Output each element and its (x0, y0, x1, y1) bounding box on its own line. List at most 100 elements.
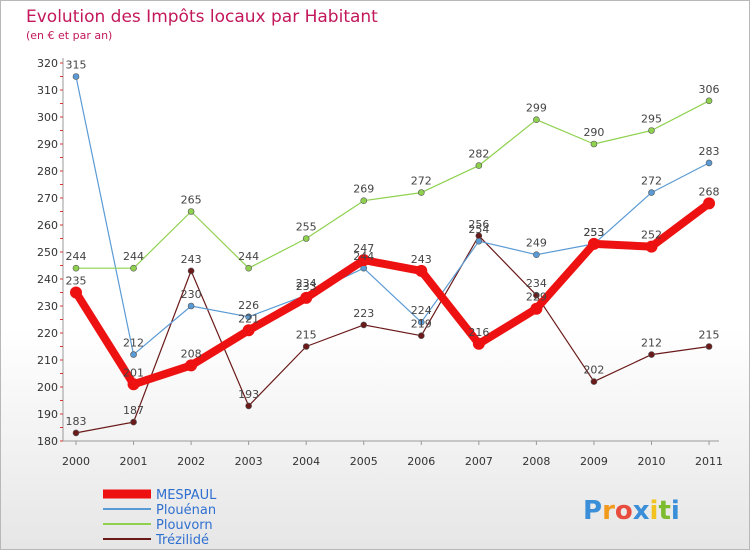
y-tick-label: 200 (37, 381, 58, 394)
y-tick-label: 310 (37, 84, 58, 97)
data-point (302, 343, 310, 350)
data-point (130, 351, 137, 358)
data-label: 219 (411, 318, 432, 331)
series-plouvorn (72, 97, 713, 272)
y-tick-label: 230 (37, 300, 58, 313)
data-label: 216 (468, 326, 489, 339)
data-label: 201 (123, 366, 144, 379)
x-tick-label: 2002 (177, 455, 205, 468)
data-label: 233 (296, 280, 317, 293)
data-label: 255 (296, 221, 317, 234)
logo-letter: i (671, 496, 680, 526)
series-trézilidé (72, 232, 713, 437)
logo-letter: x (633, 496, 650, 526)
data-label: 230 (181, 288, 202, 301)
data-label: 256 (468, 218, 489, 231)
data-point (127, 378, 140, 391)
data-point (360, 197, 368, 204)
data-point (590, 378, 598, 385)
x-tick-label: 2011 (695, 455, 723, 468)
data-label: 212 (123, 337, 144, 350)
data-label: 208 (181, 347, 202, 360)
data-label: 244 (238, 250, 259, 263)
data-point (587, 237, 600, 250)
data-point (130, 264, 137, 272)
y-tick-label: 180 (37, 435, 58, 448)
data-label: 247 (353, 242, 374, 255)
data-label: 215 (699, 329, 720, 342)
data-point (705, 159, 713, 167)
logo-letter: i (650, 496, 659, 526)
data-point (245, 402, 252, 410)
data-point (533, 251, 540, 258)
logo-letter: r (602, 496, 615, 526)
data-point (360, 321, 368, 329)
y-tick-label: 220 (37, 327, 58, 340)
data-point (530, 302, 543, 315)
data-label: 272 (411, 175, 432, 188)
data-label: 193 (238, 388, 259, 401)
data-label: 252 (641, 229, 662, 242)
data-label: 183 (66, 415, 87, 428)
series-line (75, 235, 710, 434)
legend-label: Plouvorn (156, 518, 213, 533)
y-tick-label: 260 (37, 219, 58, 232)
chart-title: Evolution des Impôts locaux par Habitant (26, 7, 378, 27)
data-label: 229 (526, 291, 547, 304)
data-label: 254 (468, 223, 489, 236)
data-label: 272 (641, 175, 662, 188)
data-point (533, 291, 540, 299)
y-tick-label: 300 (37, 111, 58, 124)
data-labels: 235 201 208 221 233 247 243 216 229 253 252 268 315 2… (66, 59, 720, 428)
y-tick-label: 190 (37, 408, 58, 421)
data-label: 223 (353, 307, 374, 320)
data-point (242, 324, 255, 337)
data-point (417, 189, 425, 196)
data-label: 243 (181, 253, 202, 266)
x-tick-label: 2007 (465, 455, 493, 468)
x-tick-label: 2009 (580, 455, 608, 468)
data-point (417, 332, 425, 340)
data-label: 243 (411, 253, 432, 266)
data-point (703, 197, 716, 210)
data-point (648, 351, 655, 358)
data-label: 283 (699, 145, 720, 158)
data-label: 215 (296, 329, 317, 342)
x-tick-label: 2000 (62, 455, 90, 468)
data-label: 269 (353, 183, 374, 196)
data-point (187, 267, 195, 275)
y-tick-label: 270 (37, 192, 58, 205)
legend-label: Plouénan (156, 503, 216, 518)
x-tick-label: 2010 (638, 455, 666, 468)
series-layer: 235 201 208 221 233 247 243 216 229 253 252 268 315 2… (66, 59, 720, 437)
data-point (590, 140, 598, 148)
data-point (185, 359, 198, 372)
data-point (648, 189, 655, 196)
series-mespaul (70, 197, 716, 391)
data-label: 265 (181, 194, 202, 207)
data-label: 187 (123, 404, 144, 417)
axes: 180 190 200 210 220 230 240 250 260 270 280 290 300 3… (37, 57, 723, 468)
data-label: 249 (526, 237, 547, 250)
data-label: 315 (66, 59, 87, 72)
chart-subtitle: (en € et par an) (26, 29, 112, 42)
data-point (533, 116, 540, 123)
data-label: 290 (583, 126, 604, 139)
data-label: 221 (238, 312, 259, 325)
series-line (72, 199, 714, 389)
legend-label: MESPAUL (156, 488, 217, 503)
y-tick-label: 290 (37, 138, 58, 151)
data-label: 234 (296, 277, 317, 290)
logo-text: Proxiti (583, 496, 680, 526)
data-point (70, 286, 82, 299)
x-tick-label: 2003 (235, 455, 263, 468)
data-point (245, 313, 252, 321)
logo-letter: P (583, 496, 602, 526)
series-plouénan (72, 73, 713, 358)
data-point (417, 318, 425, 326)
data-point (648, 127, 655, 134)
x-tick-label: 2004 (292, 455, 320, 468)
